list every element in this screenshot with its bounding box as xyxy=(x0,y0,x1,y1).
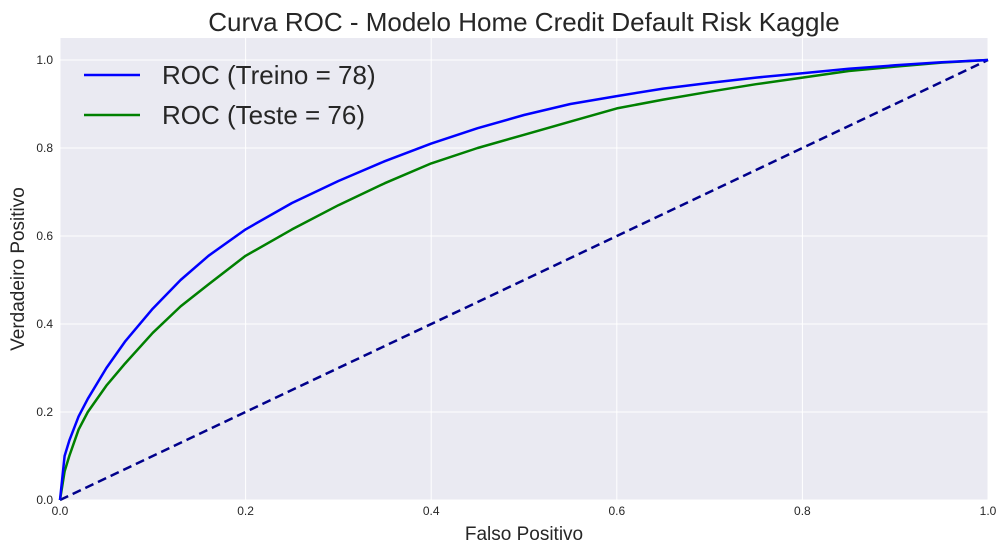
y-tick-labels: 0.0 0.2 0.4 0.6 0.8 1.0 xyxy=(36,53,53,507)
x-axis-label: Falso Positivo xyxy=(465,524,583,545)
x-tick-label: 0.4 xyxy=(423,504,440,518)
legend-label: ROC (Treino = 78) xyxy=(162,60,376,90)
roc-line-teste xyxy=(58,58,989,501)
y-tick-label: 0.8 xyxy=(36,141,53,155)
y-tick-label: 0.2 xyxy=(36,405,53,419)
grid xyxy=(59,38,989,501)
y-axis-label: Verdadeiro Positivo xyxy=(8,187,29,351)
chart-title: Curva ROC - Modelo Home Credit Default R… xyxy=(208,7,839,37)
data-lines xyxy=(58,58,989,502)
legend-item: ROC (Treino = 78) xyxy=(84,60,376,90)
diagonal-reference-line xyxy=(59,58,989,502)
x-tick-label: 0.2 xyxy=(237,504,254,518)
legend-item: ROC (Teste = 76) xyxy=(84,100,365,130)
y-tick-label: 0.4 xyxy=(36,317,53,331)
x-tick-label: 0.8 xyxy=(794,504,811,518)
y-tick-label: 0.6 xyxy=(36,229,53,243)
y-tick-label: 0.0 xyxy=(36,493,53,507)
x-tick-label: 0.6 xyxy=(608,504,625,518)
x-tick-label: 0.0 xyxy=(52,504,69,518)
x-tick-label: 1.0 xyxy=(980,504,997,518)
x-tick-labels: 0.0 0.2 0.4 0.6 0.8 1.0 xyxy=(52,504,997,518)
y-tick-label: 1.0 xyxy=(36,53,53,67)
legend: ROC (Treino = 78) ROC (Teste = 76) xyxy=(84,60,376,130)
roc-line-treino xyxy=(58,58,989,501)
legend-label: ROC (Teste = 76) xyxy=(162,100,365,130)
